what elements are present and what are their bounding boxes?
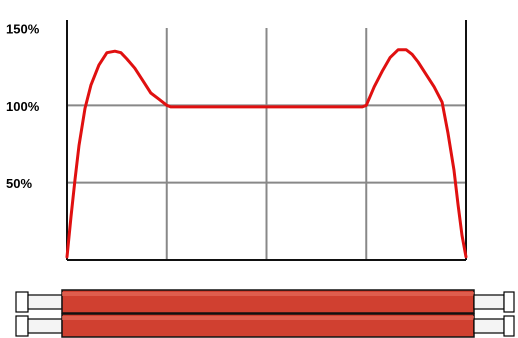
axes bbox=[66, 20, 467, 261]
tube-top-right-base bbox=[473, 294, 505, 310]
tube-illustration bbox=[15, 289, 515, 338]
y-tick-label-150: 150% bbox=[6, 21, 40, 36]
tube-top-highlight bbox=[62, 292, 474, 296]
y-tick-labels: 150% 100% 50% bbox=[6, 21, 40, 191]
series bbox=[65, 48, 468, 259]
tube-bottom-right-cap bbox=[503, 315, 515, 337]
tube-top-left-base bbox=[27, 294, 63, 310]
tube-top-right-cap bbox=[503, 291, 515, 313]
tube-bottom-left-base bbox=[27, 318, 63, 334]
tube-top-left-cap bbox=[15, 291, 29, 313]
tube-bottom bbox=[15, 313, 515, 338]
tube-bottom-right-base bbox=[473, 318, 505, 334]
tube-bottom-highlight bbox=[62, 316, 474, 320]
y-tick-label-100: 100% bbox=[6, 99, 40, 114]
grid bbox=[67, 28, 466, 260]
y-tick-label-50: 50% bbox=[6, 176, 32, 191]
tube-top bbox=[15, 289, 515, 314]
tube-bottom-left-cap bbox=[15, 315, 29, 337]
series-line-1 bbox=[65, 48, 468, 259]
